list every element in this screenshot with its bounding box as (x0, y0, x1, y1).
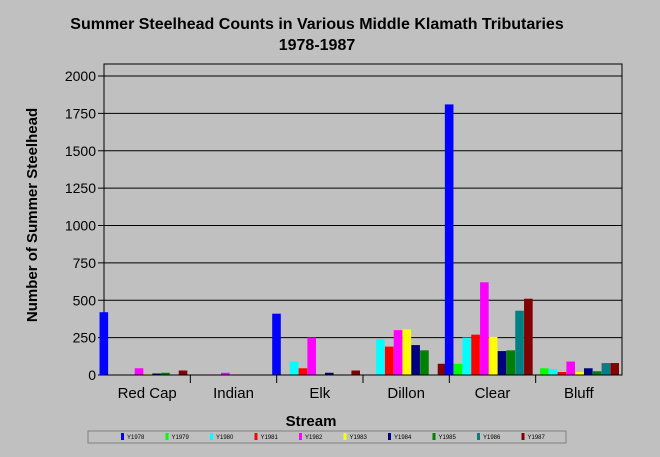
category-labels: Red Cap Indian Elk Dillon Clear Bluff (118, 385, 595, 402)
legend-label: Y1981 (261, 435, 279, 441)
legend-swatch (299, 433, 302, 440)
bar (384, 346, 394, 375)
legend-swatch (165, 433, 169, 440)
y-tick-label: 500 (73, 292, 97, 308)
y-tick-label: 2000 (65, 68, 96, 84)
legend-swatch (477, 433, 480, 440)
legend-box (87, 430, 567, 444)
y-tick-label: 250 (73, 330, 97, 346)
legend-label: Y1978 (127, 435, 145, 441)
bar (540, 368, 549, 375)
legend-label: Y1979 (172, 435, 190, 441)
bar (325, 372, 334, 375)
legend-swatch (254, 433, 258, 440)
bar (592, 371, 602, 375)
bar (524, 298, 533, 375)
bar (584, 368, 593, 375)
legend-label: Y1987 (528, 435, 546, 441)
bar (566, 361, 575, 375)
legend-label: Y1986 (483, 435, 501, 441)
bar (497, 351, 507, 375)
category-label: Clear (475, 385, 511, 402)
bar (289, 361, 299, 375)
bar (134, 368, 144, 375)
y-tick-label: 1000 (65, 218, 96, 234)
bar (307, 337, 316, 375)
bar (471, 334, 480, 375)
bar (548, 369, 558, 375)
legend-label: Y1983 (350, 435, 368, 441)
bar (178, 370, 188, 375)
legend-swatch (343, 433, 347, 440)
bar (420, 350, 429, 375)
bar (221, 372, 230, 375)
bars (99, 104, 619, 375)
y-axis-title: Number of Summer Steelhead (24, 108, 41, 322)
legend-swatch (210, 433, 213, 440)
bar (437, 363, 447, 375)
legend: Y1978 Y1979 Y1980 Y1981 Y1982 Y1983 Y1984 Y1985… (121, 433, 546, 441)
y-tick-label: 1250 (65, 180, 96, 196)
category-label: Red Cap (118, 385, 177, 402)
bar (480, 282, 489, 375)
bar (610, 363, 619, 375)
bar (152, 373, 161, 375)
bar (515, 310, 524, 375)
legend-label: Y1985 (439, 435, 457, 441)
y-tick-label: 1500 (65, 143, 96, 159)
category-label: Bluff (564, 385, 595, 402)
bar (462, 337, 472, 375)
bar (453, 363, 463, 375)
legend-swatch (432, 433, 436, 440)
legend-swatch (388, 433, 391, 440)
bar (351, 370, 360, 375)
grid-lines (98, 75, 622, 376)
x-axis-title: Stream (286, 413, 337, 430)
bar (506, 350, 516, 375)
bar (488, 336, 498, 375)
bar (272, 313, 281, 375)
bar (298, 368, 308, 375)
legend-label: Y1982 (305, 435, 323, 441)
legend-label: Y1980 (216, 435, 234, 441)
y-tick-label: 0 (88, 367, 96, 383)
legend-label: Y1984 (394, 435, 412, 441)
bar (99, 312, 109, 375)
bar (601, 363, 611, 375)
legend-swatch (521, 433, 525, 440)
category-label: Elk (309, 385, 330, 402)
bar (393, 330, 403, 375)
chart-title: Summer Steelhead Counts in Various Middl… (70, 16, 564, 33)
bar (402, 329, 412, 375)
plot-area (103, 63, 623, 376)
bar (575, 372, 584, 375)
x-axis (104, 374, 622, 383)
y-tick-label: 1750 (65, 105, 96, 121)
bar (161, 372, 170, 375)
bar (557, 372, 567, 375)
bar (444, 104, 454, 375)
category-label: Indian (213, 385, 254, 402)
bar (376, 339, 385, 375)
legend-swatch (121, 433, 124, 440)
category-label: Dillon (387, 385, 425, 402)
y-tick-labels: 0 250 500 750 1000 1250 1500 1750 2000 (65, 68, 96, 383)
y-tick-label: 750 (73, 255, 97, 271)
chart-subtitle: 1978-1987 (279, 37, 356, 54)
bar (411, 345, 420, 375)
